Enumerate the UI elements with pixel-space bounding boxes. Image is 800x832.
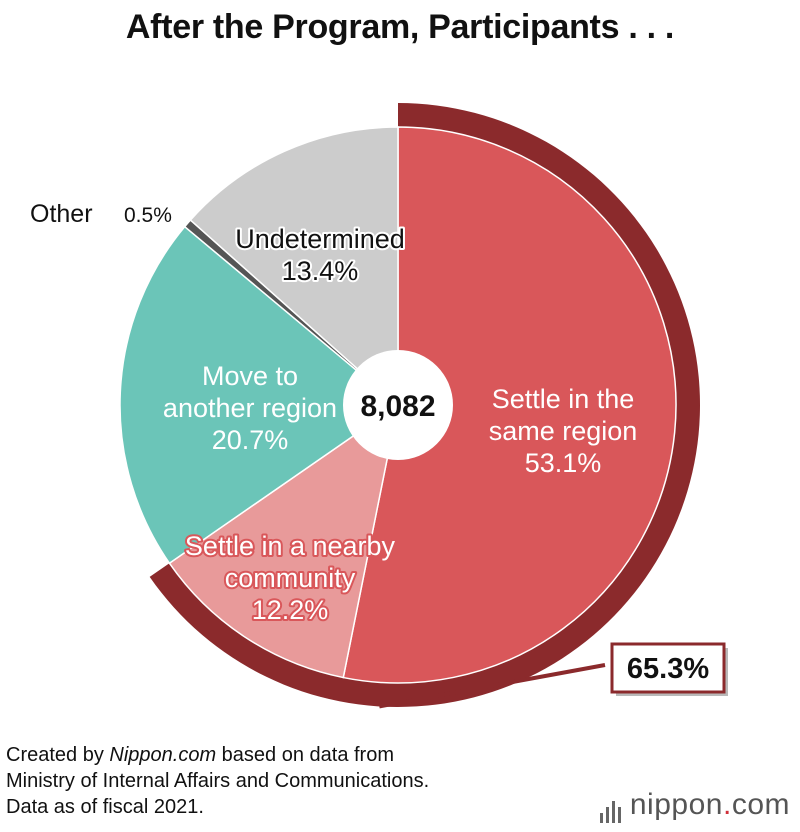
brand-logo: nippon.com [599, 788, 790, 824]
slice-label-1: Settle in a nearby [185, 531, 396, 561]
slice-value-1: 12.2% [252, 595, 329, 625]
chart-title: After the Program, Participants . . . [125, 8, 675, 46]
slice-label-2: Move to [202, 361, 298, 391]
source-note: Created by Nippon.com based on data from… [6, 742, 429, 820]
highlight-value: 65.3% [627, 653, 709, 685]
brand-bars-icon [599, 789, 624, 824]
slice-label-3: Other [30, 200, 93, 228]
source-line-2: Ministry of Internal Affairs and Communi… [6, 770, 430, 792]
pie-slice-0 [342, 126, 677, 684]
slice-label-4: Undetermined [235, 224, 405, 254]
slice-value-3: 0.5% [124, 204, 172, 227]
pie-slice-2 [119, 225, 400, 565]
callout-leader [378, 663, 606, 709]
center-hole [343, 350, 453, 460]
slice-value-2: 20.7% [212, 425, 289, 455]
pie-slice-4 [189, 126, 399, 407]
total-label: 8,082 [360, 390, 435, 423]
slice-value-4: 13.4% [282, 256, 359, 286]
slice-label-2: another region [163, 393, 337, 423]
source-site: Nippon.com [109, 744, 217, 766]
slice-value-0: 53.1% [525, 448, 602, 478]
slice-label-0: same region [489, 416, 638, 446]
slice-label-0: Settle in the [492, 384, 635, 414]
callout-box [610, 642, 726, 694]
pie-slice-1 [168, 403, 400, 679]
slice-label-1: community [225, 563, 356, 593]
source-line-1: Created by Nippon.com based on data from [6, 744, 394, 766]
source-line-3: Data as of fiscal 2021. [6, 796, 204, 818]
